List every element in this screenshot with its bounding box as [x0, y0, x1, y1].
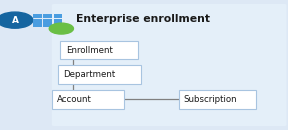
FancyBboxPatch shape	[179, 90, 256, 109]
FancyBboxPatch shape	[58, 65, 141, 84]
Bar	[54, 23, 62, 27]
Text: Subscription: Subscription	[184, 95, 237, 104]
Bar	[43, 14, 52, 18]
FancyBboxPatch shape	[52, 4, 287, 126]
Bar	[43, 23, 52, 27]
FancyBboxPatch shape	[52, 90, 124, 109]
Bar	[33, 23, 42, 27]
Bar	[54, 19, 62, 23]
Text: Account: Account	[57, 95, 92, 104]
Text: A: A	[12, 16, 18, 25]
Text: Enrollment: Enrollment	[66, 46, 113, 55]
FancyBboxPatch shape	[60, 41, 138, 60]
Text: Department: Department	[63, 70, 115, 79]
Bar	[54, 14, 62, 18]
Bar	[43, 19, 52, 23]
Bar	[33, 19, 42, 23]
Circle shape	[0, 12, 33, 28]
Text: Enterprise enrollment: Enterprise enrollment	[76, 14, 210, 24]
Circle shape	[49, 23, 73, 34]
Bar	[33, 14, 42, 18]
